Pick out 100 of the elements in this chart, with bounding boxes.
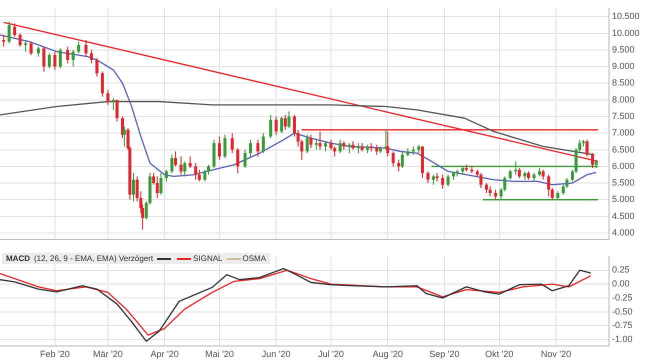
candlestick (356, 142, 360, 154)
candlestick (183, 160, 186, 177)
x-tick-label: Apr '20 (150, 349, 179, 360)
candlestick (488, 186, 492, 197)
x-tick-label: Mai '20 (205, 349, 234, 360)
y-tick-label: 6.500 (612, 144, 635, 154)
candlestick (397, 159, 400, 172)
candlestick (95, 58, 98, 78)
legend-label: SIGNAL (192, 254, 222, 263)
y-tick-label: 8.500 (612, 78, 635, 88)
y-tick-label: 8.000 (612, 94, 635, 104)
y-tick-label: -1.00 (612, 334, 633, 344)
y-tick-label: 4.000 (612, 227, 635, 238)
candlestick (441, 174, 444, 190)
candlestick (287, 111, 290, 129)
x-tick-label: Jul '20 (318, 349, 344, 360)
y-tick-label: 10.000 (612, 28, 640, 38)
candlestick (90, 49, 93, 64)
candlestick (262, 132, 265, 154)
candlestick (2, 34, 6, 48)
x-tick-label: Nov '20 (540, 349, 572, 360)
y-tick-label: 6.000 (612, 160, 635, 171)
candlestick (198, 169, 201, 182)
y-tick-label: 0.25 (612, 264, 630, 275)
candlestick (314, 139, 318, 150)
y-tick-label: 9.500 (612, 44, 635, 54)
candlestick (230, 132, 234, 154)
candlestick (284, 114, 287, 130)
candlestick (218, 136, 221, 160)
y-tick-label: -0.50 (612, 306, 633, 316)
candlestick (306, 134, 309, 154)
candlestick (426, 170, 430, 184)
y-tick-label: 5.000 (612, 194, 635, 204)
candlestick (494, 189, 498, 200)
candlestick (203, 169, 206, 182)
candlestick (542, 169, 545, 180)
candlestick (116, 99, 119, 122)
y-tick-label: -0.25 (612, 292, 633, 302)
candlestick (518, 168, 521, 179)
candlestick (338, 139, 342, 154)
x-tick-label: Mär '20 (93, 349, 123, 360)
x-tick-label: Okt '20 (485, 349, 514, 360)
y-tick-label: 5.500 (612, 178, 635, 188)
candlestick (274, 116, 278, 136)
candlestick (36, 46, 40, 58)
candlestick (84, 40, 88, 58)
candlestick (223, 134, 226, 159)
candlestick (156, 176, 159, 199)
candlestick (106, 89, 110, 106)
candlestick (503, 176, 506, 192)
candlestick (324, 140, 328, 152)
candlestick (194, 162, 198, 180)
candlestick (122, 126, 126, 147)
candlestick (180, 156, 183, 176)
candlestick (170, 154, 174, 174)
candlestick (300, 139, 304, 160)
y-tick-label: 4.500 (612, 210, 635, 221)
candlestick (432, 174, 435, 186)
candlestick (348, 142, 351, 154)
candlestick (164, 169, 168, 182)
candlestick (256, 139, 260, 157)
y-tick-label: 7.500 (612, 111, 635, 121)
candlestick (112, 98, 115, 110)
candlestick (8, 21, 11, 44)
candlestick (72, 49, 75, 68)
candlestick (100, 71, 104, 98)
candlestick (174, 150, 178, 167)
candlestick (269, 114, 272, 139)
candlestick (42, 46, 46, 72)
candlestick (375, 144, 378, 156)
x-tick-label: Sep '20 (429, 349, 460, 360)
candlestick (249, 139, 252, 157)
candlestick (550, 188, 554, 200)
candlestick (152, 172, 156, 186)
candlestick (244, 149, 247, 169)
candlestick (446, 174, 450, 187)
y-tick-label: -0.75 (612, 320, 633, 330)
candlestick (188, 156, 192, 169)
candlestick (400, 150, 404, 169)
y-tick-label: 10.500 (612, 11, 640, 22)
candlestick (392, 150, 395, 167)
x-tick-label: Aug '20 (372, 349, 403, 360)
chart-title: MACD (6, 254, 30, 263)
candlestick (508, 169, 512, 180)
y-tick-label: 9.000 (612, 61, 635, 72)
candlestick (30, 41, 33, 56)
candlestick (53, 51, 56, 70)
candlestick (159, 172, 162, 196)
candlestick (586, 139, 589, 157)
candlestick (547, 174, 550, 197)
candlestick (58, 48, 62, 69)
y-tick-label: 7.000 (612, 128, 635, 138)
legend-label: OSMA (242, 254, 266, 263)
legend-title: (12, 26, 9 - EMA, EMA) Verzögert (34, 254, 154, 263)
candlestick (121, 116, 124, 139)
x-tick-label: Feb '20 (40, 349, 70, 360)
candlestick (309, 134, 312, 149)
candlestick (77, 41, 80, 54)
candlestick (66, 46, 70, 64)
candlestick (136, 176, 139, 202)
